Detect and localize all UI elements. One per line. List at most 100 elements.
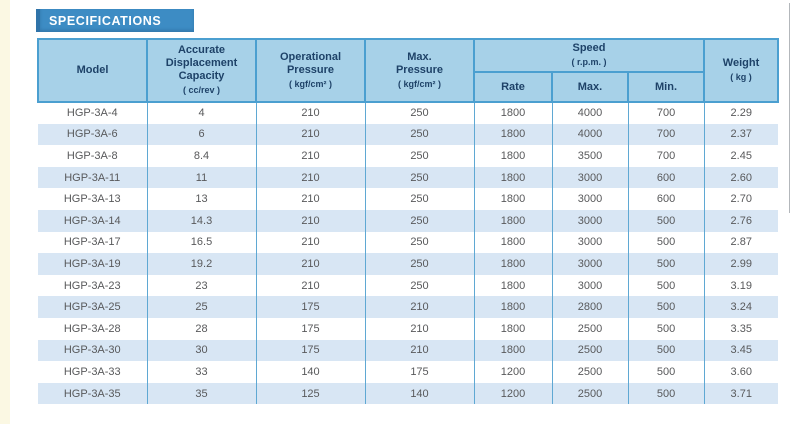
value-cell: 140 [255,361,365,383]
value-cell: 3000 [551,274,628,297]
value-cell: 16.5 [146,231,256,254]
value-cell: 25 [146,296,256,318]
value-cell: 250 [364,123,474,146]
value-cell: 1800 [473,231,552,254]
value-cell: 4 [146,102,256,124]
model-cell: HGP-3A-23 [63,279,121,292]
header-unit: ( kg ) [730,72,752,82]
model-cell: HGP-3A-17 [63,236,121,249]
value-cell: 19.2 [146,253,256,275]
col-header-speed-min: Min. [626,71,706,103]
value-cell: 23 [146,274,256,297]
header-label: Model [76,64,109,76]
table-row: HGP-3A-23 23 210 250 1800 3000 500 3.19 [38,274,779,297]
value-cell: 30 [146,339,256,362]
value-cell: 500 [627,209,705,232]
value-cell: 210 [364,296,474,318]
header-unit: ( r.p.m. ) [571,57,607,67]
value-cell: 1800 [473,188,552,210]
value-cell: 3000 [551,209,628,232]
value-cell: 250 [364,188,474,210]
value-cell: 250 [364,145,474,167]
col-header-speed: Speed ( r.p.m. ) [472,38,706,73]
value-cell: 33 [146,361,256,383]
value-cell: 210 [364,339,474,362]
value-cell: 175 [255,339,365,362]
value-cell: 1800 [473,145,552,167]
value-cell: 4000 [551,102,628,124]
model-cell: HGP-3A-13 [63,193,121,206]
value-cell: 4000 [551,123,628,146]
col-header-model: Model [37,38,148,103]
value-cell: 28 [146,317,256,340]
value-cell: 3.45 [703,339,779,362]
value-cell: 1800 [473,209,552,232]
value-cell: 14.3 [146,209,256,232]
value-cell: 210 [255,123,365,146]
value-cell: 700 [627,145,705,167]
model-cell: HGP-3A-11 [38,166,147,189]
value-cell: 500 [627,339,705,362]
value-cell: 2.87 [703,231,779,254]
value-cell: 8.4 [146,145,256,167]
value-cell: 11 [146,166,256,189]
value-cell: 3000 [551,188,628,210]
value-cell: 2800 [551,296,628,318]
value-cell: 250 [364,166,474,189]
value-cell: 210 [255,209,365,232]
value-cell: 700 [627,123,705,146]
page-edge-strip [0,0,10,424]
value-cell: 250 [364,253,474,275]
header-label: Max. Pressure [395,50,444,76]
value-cell: 210 [255,145,365,167]
value-cell: 3.24 [703,296,779,318]
value-cell: 1800 [473,123,552,146]
value-cell: 2500 [551,382,628,405]
model-cell: HGP-3A-4 [66,107,118,120]
table-row: HGP-3A-35 35 125 140 1200 2500 500 3.71 [38,382,779,405]
value-cell: 3.35 [703,317,779,340]
value-cell: 210 [255,253,365,275]
header-unit: ( cc/rev ) [182,85,221,95]
specifications-table: Model Accurate Displacement Capacity ( c… [37,38,780,405]
value-cell: 1800 [473,102,552,124]
value-cell: 500 [627,296,705,318]
col-header-displacement-capacity: Accurate Displacement Capacity ( cc/rev … [146,38,257,103]
model-cell: HGP-3A-6 [38,123,147,146]
col-header-speed-max: Max. [551,71,629,103]
table-row: HGP-3A-19 19.2 210 250 1800 3000 500 2.99 [38,253,779,275]
table-row: HGP-3A-25 25 175 210 1800 2800 500 3.24 [38,296,779,318]
model-cell: HGP-3A-19 [38,253,147,275]
value-cell: 3000 [551,166,628,189]
table-row: HGP-3A-14 14.3 210 250 1800 3000 500 2.76 [38,209,779,232]
table-row: HGP-3A-8 8.4 210 250 1800 3500 700 2.45 [38,145,779,167]
value-cell: 3000 [551,253,628,275]
model-cell: HGP-3A-28 [63,322,121,335]
value-cell: 500 [627,253,705,275]
header-label: Weight [722,57,760,69]
value-cell: 500 [627,274,705,297]
value-cell: 175 [255,296,365,318]
value-cell: 500 [627,231,705,254]
value-cell: 2.76 [703,209,779,232]
model-cell: HGP-3A-33 [63,365,121,378]
header-unit: ( kgf/cm² ) [397,78,441,89]
table-row: HGP-3A-28 28 175 210 1800 2500 500 3.35 [38,317,779,340]
value-cell: 500 [627,317,705,340]
value-cell: 500 [627,382,705,405]
value-cell: 125 [255,382,365,405]
table-row: HGP-3A-11 11 210 250 1800 3000 600 2.60 [38,166,779,189]
value-cell: 3.19 [703,274,779,297]
section-banner: SPECIFICATIONS [36,9,194,32]
value-cell: 35 [146,382,256,405]
value-cell: 2.29 [703,102,779,124]
value-cell: 250 [364,102,474,124]
header-label: Speed [572,42,606,54]
header-label: Accurate Displacement Capacity [165,44,238,82]
value-cell: 210 [364,317,474,340]
col-header-speed-rate: Rate [473,71,553,103]
section-title: SPECIFICATIONS [49,13,162,28]
value-cell: 1200 [473,382,552,405]
value-cell: 175 [364,361,474,383]
value-cell: 2.70 [703,188,779,210]
